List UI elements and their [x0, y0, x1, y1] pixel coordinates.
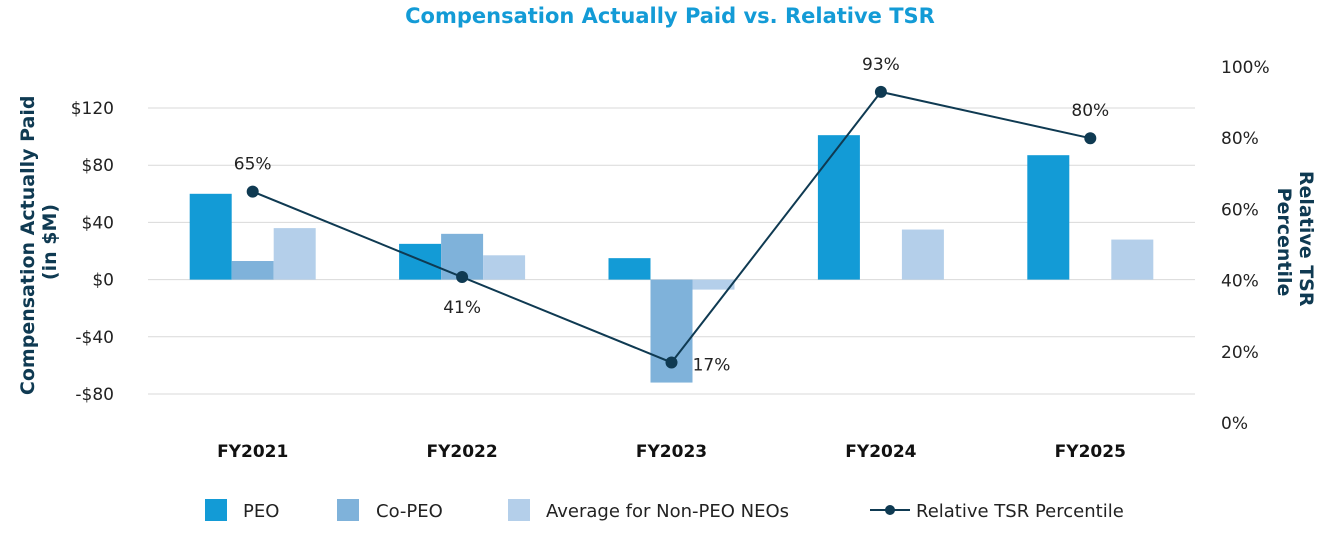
tsr-point [1084, 132, 1097, 145]
category-label: FY2021 [217, 442, 288, 462]
tsr-point [665, 356, 678, 369]
bar-average-for-non-peo-neos [1111, 239, 1154, 280]
chart-title: Compensation Actually Paid vs. Relative … [405, 4, 935, 28]
bar-average-for-non-peo-neos [273, 228, 316, 280]
legend-line-marker [885, 505, 895, 515]
legend-swatch [508, 499, 530, 521]
bar-average-for-non-peo-neos [901, 229, 944, 280]
left-axis-ticks: -$80 -$40 $0 $40 $80 $120 [71, 99, 114, 405]
legend-label: Relative TSR Percentile [916, 501, 1124, 522]
bar-peo [189, 193, 232, 280]
tsr-point [874, 85, 887, 98]
y-axis-title: Compensation Actually Paid (in $M) [17, 89, 61, 395]
y-tick-label: $0 [92, 271, 114, 291]
y2-axis-title: Relative TSR Percentile [1273, 171, 1317, 313]
legend-swatch [205, 499, 227, 521]
tsr-point [456, 271, 469, 284]
tsr-line: 65% 41% 17% 93% 80% [234, 55, 1109, 376]
y-tick-label: -$80 [75, 385, 114, 405]
bar-average-for-non-peo-neos [483, 255, 526, 280]
y-tick-label: $80 [82, 156, 114, 176]
bar-peo [1027, 155, 1070, 280]
category-label: FY2025 [1055, 442, 1126, 462]
tsr-data-label: 80% [1071, 101, 1109, 121]
y-tick-label: $120 [71, 99, 114, 119]
legend-label: Co-PEO [376, 501, 443, 522]
y2-tick-label: 100% [1221, 58, 1270, 78]
y2-tick-label: 20% [1221, 343, 1259, 363]
category-labels: FY2021 FY2022 FY2023 FY2024 FY2025 [217, 442, 1126, 462]
tsr-point [246, 185, 259, 198]
legend-label: PEO [243, 501, 279, 522]
category-label: FY2023 [636, 442, 707, 462]
tsr-data-label: 93% [862, 55, 900, 75]
bars [189, 135, 1154, 383]
legend-label: Average for Non-PEO NEOs [546, 501, 789, 522]
tsr-data-label: 65% [234, 155, 272, 175]
right-axis-ticks: 0% 20% 40% 60% 80% 100% [1221, 58, 1270, 434]
bar-peo [399, 243, 442, 280]
bar-peo [608, 258, 651, 280]
legend-swatch [337, 499, 359, 521]
y2-tick-label: 40% [1221, 272, 1259, 292]
y2-tick-label: 60% [1221, 200, 1259, 220]
legend: PEO Co-PEO Average for Non-PEO NEOs Relativ… [205, 499, 1124, 522]
y2-tick-label: 80% [1221, 129, 1259, 149]
tsr-data-label: 41% [443, 298, 481, 318]
bar-co-peo [231, 261, 274, 280]
tsr-data-label: 17% [693, 355, 731, 375]
y-tick-label: $40 [82, 213, 114, 233]
y2-tick-label: 0% [1221, 414, 1248, 434]
category-label: FY2024 [845, 442, 916, 462]
bar-peo [817, 135, 860, 280]
y-tick-label: -$40 [75, 328, 114, 348]
category-label: FY2022 [426, 442, 497, 462]
bar-average-for-non-peo-neos [692, 279, 735, 290]
